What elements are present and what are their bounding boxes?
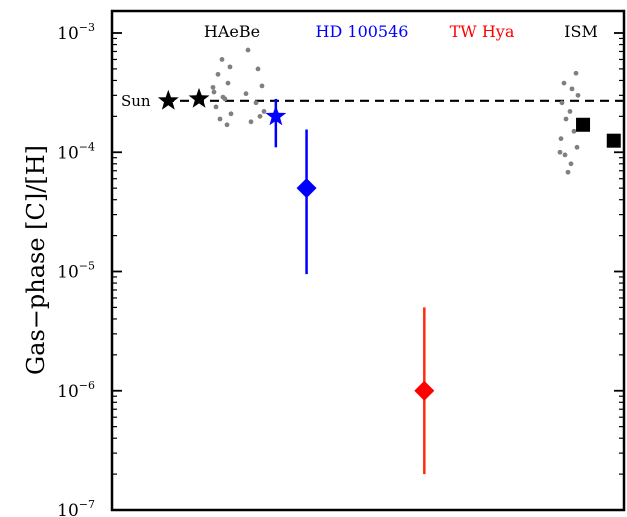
y-tick-exponent: −5 — [79, 260, 95, 273]
haebe-scatter-point — [217, 116, 223, 122]
ism-scatter-point — [563, 116, 569, 122]
haebe-scatter-point — [219, 57, 225, 62]
group-label: TW Hya — [450, 22, 515, 41]
haebe-scatter-point — [255, 66, 261, 72]
haebe-scatter-point — [261, 109, 267, 114]
y-tick-label: 10−5 — [57, 260, 95, 283]
haebe-scatter-point — [257, 113, 263, 119]
ism-scatter-point — [575, 92, 581, 98]
y-axis-tick-labels: 10−310−410−510−610−7 — [57, 21, 95, 517]
haebe-star-marker — [157, 89, 179, 110]
twhya-diamond-marker — [414, 380, 435, 401]
y-tick-base: 10 — [57, 24, 79, 44]
ism-scatter-point — [568, 161, 574, 167]
y-tick-exponent: −3 — [79, 21, 95, 34]
y-tick-base: 10 — [57, 143, 79, 163]
ism-scatter-point — [565, 169, 571, 175]
haebe-scatter-point — [210, 84, 216, 90]
group-label: HAeBe — [204, 22, 260, 41]
group-label: HD 100546 — [316, 22, 409, 41]
y-tick-exponent: −6 — [79, 379, 95, 392]
y-tick-base: 10 — [57, 382, 79, 402]
haebe-scatter-point — [215, 71, 221, 77]
ism-scatter-point — [567, 109, 573, 114]
ism-scatter-point — [573, 70, 579, 76]
sun-reference-line: Sun — [121, 92, 624, 110]
y-axis-label: Gas−phase [C]/[H] — [22, 145, 50, 375]
hd100546-diamond-marker — [296, 178, 317, 199]
hd100546-star-marker — [265, 105, 287, 126]
haebe-star-marker — [188, 87, 210, 108]
data-marks — [157, 47, 621, 475]
ism-square-marker — [576, 117, 591, 132]
haebe-scatter-point — [224, 122, 230, 128]
y-tick-exponent: −4 — [79, 140, 95, 153]
ism-scatter-point — [558, 136, 564, 142]
haebe-scatter-point — [259, 83, 265, 89]
ism-square-marker — [606, 133, 621, 148]
ism-scatter-point — [562, 152, 568, 158]
haebe-scatter-point — [243, 91, 249, 97]
haebe-scatter-point — [225, 80, 231, 86]
y-tick-label: 10−3 — [57, 21, 95, 44]
haebe-scatter-point — [213, 104, 219, 110]
y-tick-base: 10 — [57, 263, 79, 283]
ism-scatter-point — [571, 128, 577, 134]
y-tick-exponent: −7 — [79, 498, 95, 511]
y-tick-label: 10−4 — [57, 140, 95, 163]
group-label: ISM — [564, 22, 598, 41]
group-labels: HAeBe HD 100546 TW Hya ISM — [204, 22, 598, 41]
sun-label: Sun — [121, 92, 151, 110]
haebe-scatter-point — [220, 94, 226, 100]
haebe-scatter-point — [245, 47, 251, 53]
haebe-scatter-point — [228, 111, 234, 117]
haebe-scatter-point — [248, 119, 254, 125]
ism-scatter-point — [561, 80, 567, 86]
ism-scatter-point — [574, 144, 580, 150]
haebe-scatter-point — [211, 89, 217, 95]
ism-scatter-point — [557, 149, 563, 155]
plot-frame — [110, 9, 626, 512]
ism-scatter-point — [569, 86, 575, 92]
y-axis-ticks — [112, 32, 624, 511]
y-tick-label: 10−6 — [57, 379, 95, 402]
y-tick-base: 10 — [57, 501, 79, 517]
haebe-scatter-point — [253, 100, 259, 106]
haebe-scatter-point — [227, 64, 233, 70]
y-tick-label: 10−7 — [57, 498, 95, 517]
ism-scatter-point — [559, 100, 565, 106]
